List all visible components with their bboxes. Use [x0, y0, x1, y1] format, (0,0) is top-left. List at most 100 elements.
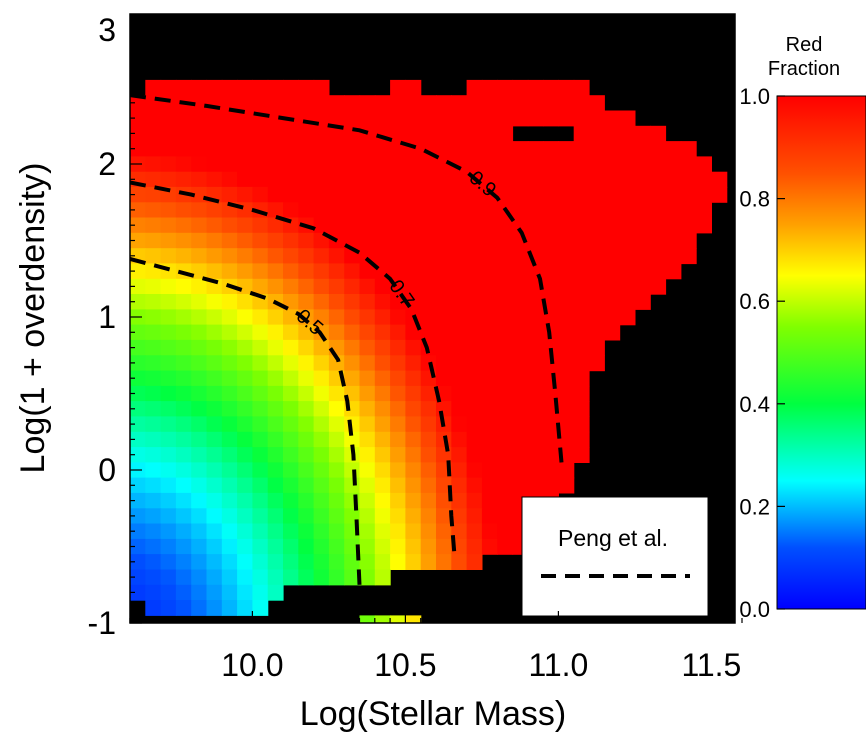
- heatmap-cell: [374, 447, 391, 463]
- heatmap-cell: [512, 217, 529, 234]
- heatmap-cell: [405, 416, 422, 433]
- heatmap-cell: [313, 95, 330, 112]
- heatmap-cell: [420, 477, 437, 494]
- heatmap-cell: [160, 554, 177, 570]
- heatmap-cell: [589, 171, 605, 188]
- heatmap-cell: [145, 477, 162, 494]
- heatmap-cell: [313, 447, 330, 463]
- heatmap-cell: [160, 110, 177, 127]
- heatmap-cell: [619, 217, 636, 234]
- heatmap-cell: [573, 447, 590, 463]
- heatmap-cell: [237, 523, 253, 540]
- heatmap-cell: [206, 156, 223, 173]
- heatmap-cell: [145, 202, 162, 219]
- heatmap-cell: [451, 523, 468, 540]
- heatmap-cell: [405, 401, 422, 417]
- heatmap-cell: [420, 171, 437, 188]
- heatmap-cell: [313, 309, 330, 326]
- legend-box: Peng et al.: [521, 496, 709, 617]
- heatmap-cell: [405, 263, 422, 280]
- heatmap-cell: [298, 202, 315, 219]
- heatmap-cell: [451, 186, 468, 203]
- heatmap-cell: [497, 401, 514, 417]
- heatmap-cell: [237, 492, 253, 509]
- heatmap-cell: [206, 569, 223, 586]
- heatmap-cell: [466, 95, 483, 112]
- heatmap-cell: [160, 171, 177, 188]
- heatmap-cell: [221, 141, 238, 157]
- heatmap-cell: [130, 95, 146, 112]
- heatmap-cell: [420, 401, 437, 417]
- heatmap-cell: [481, 339, 498, 356]
- heatmap-cell: [206, 523, 223, 540]
- y-axis-ticks: [130, 25, 142, 624]
- heatmap-cell: [313, 202, 330, 219]
- heatmap-cell: [359, 186, 376, 203]
- heatmap-cell: [160, 538, 177, 555]
- heatmap-cell: [206, 263, 223, 280]
- colorbar-gradient: [776, 95, 866, 610]
- heatmap-cell: [175, 554, 192, 570]
- heatmap-cell: [191, 584, 208, 601]
- heatmap-cell: [466, 202, 483, 219]
- heatmap-cell: [527, 202, 544, 219]
- heatmap-cell: [145, 156, 162, 173]
- heatmap-cell: [680, 217, 697, 234]
- heatmap-cell: [420, 462, 437, 479]
- heatmap-cell: [527, 416, 544, 433]
- heatmap-cell: [543, 294, 559, 310]
- heatmap-cell: [191, 232, 208, 249]
- heatmap-cell: [527, 294, 544, 310]
- heatmap-cell: [206, 294, 223, 310]
- heatmap-cell: [221, 584, 238, 601]
- heatmap-cell: [191, 554, 208, 570]
- heatmap-cell: [359, 278, 376, 295]
- heatmap-cell: [374, 309, 391, 326]
- heatmap-cell: [436, 278, 452, 295]
- heatmap-cell: [405, 355, 422, 372]
- heatmap-cell: [436, 309, 452, 326]
- heatmap-cell: [650, 156, 667, 173]
- heatmap-cell: [420, 523, 437, 540]
- heatmap-cell: [374, 554, 391, 570]
- heatmap-cell: [390, 324, 406, 341]
- heatmap-cell: [145, 324, 162, 341]
- heatmap-cell: [298, 79, 315, 96]
- heatmap-cell: [237, 569, 253, 586]
- heatmap-cell: [221, 447, 238, 463]
- heatmap-cell: [252, 95, 269, 112]
- heatmap-cell: [665, 232, 682, 249]
- heatmap-cell: [344, 171, 361, 188]
- heatmap-cell: [237, 447, 253, 463]
- heatmap-cell: [451, 309, 468, 326]
- heatmap-cell: [221, 110, 238, 127]
- heatmap-cell: [420, 95, 437, 112]
- heatmap-cell: [512, 186, 529, 203]
- heatmap-cell: [390, 554, 406, 570]
- heatmap-cell: [130, 431, 146, 448]
- heatmap-cell: [650, 263, 667, 280]
- heatmap-cell: [650, 202, 667, 219]
- heatmap-cell: [481, 186, 498, 203]
- heatmap-cell: [221, 355, 238, 372]
- heatmap-cell: [573, 110, 590, 127]
- heatmap-cell: [359, 416, 376, 433]
- heatmap-cell: [252, 79, 269, 96]
- heatmap-cell: [390, 232, 406, 249]
- heatmap-cell: [481, 416, 498, 433]
- heatmap-cell: [512, 431, 529, 448]
- heatmap-cell: [650, 217, 667, 234]
- heatmap-cell: [145, 186, 162, 203]
- heatmap-cell: [191, 431, 208, 448]
- heatmap-cell: [267, 492, 284, 509]
- heatmap-cell: [451, 554, 468, 570]
- heatmap-cell: [160, 156, 177, 173]
- heatmap-cell: [573, 416, 590, 433]
- heatmap-cell: [359, 355, 376, 372]
- heatmap-cell: [573, 217, 590, 234]
- heatmap-cell: [283, 278, 299, 295]
- heatmap-cell: [344, 294, 361, 310]
- heatmap-cell: [543, 156, 559, 173]
- heatmap-cell: [436, 538, 452, 555]
- heatmap-cell: [466, 217, 483, 234]
